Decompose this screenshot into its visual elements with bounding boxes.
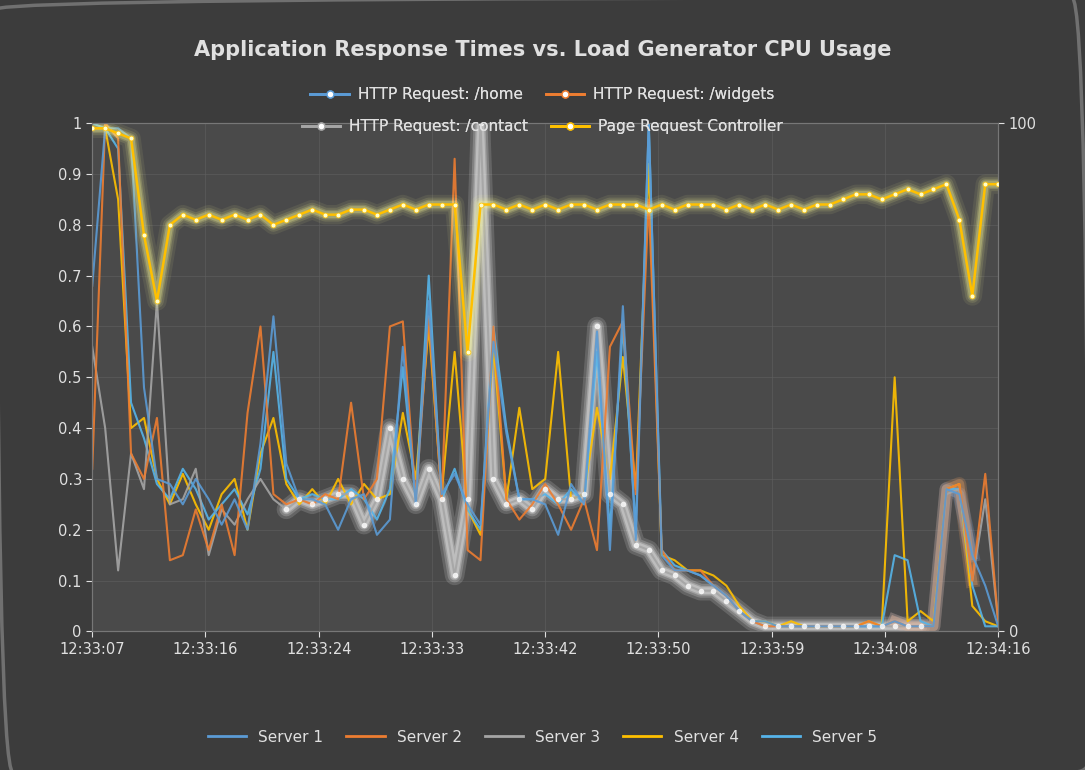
- Legend: HTTP Request: /home, HTTP Request: /widgets: HTTP Request: /home, HTTP Request: /widg…: [305, 81, 780, 108]
- Text: Application Response Times vs. Load Generator CPU Usage: Application Response Times vs. Load Gene…: [194, 40, 891, 60]
- Legend: Server 1, Server 2, Server 3, Server 4, Server 5: Server 1, Server 2, Server 3, Server 4, …: [202, 724, 883, 751]
- Legend: HTTP Request: /contact, Page Request Controller: HTTP Request: /contact, Page Request Con…: [296, 113, 789, 140]
